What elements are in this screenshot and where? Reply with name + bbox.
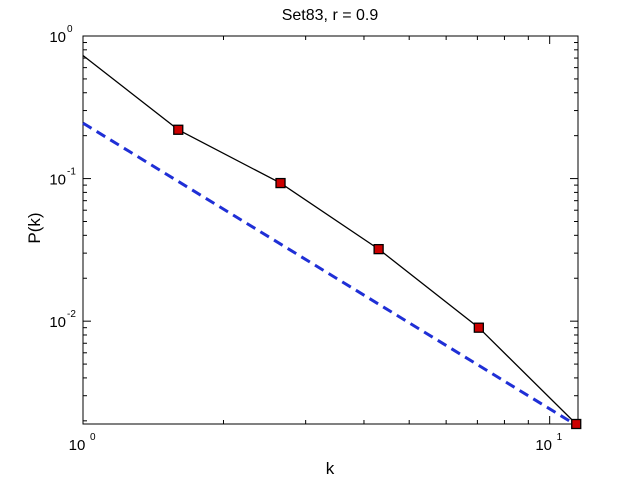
axis-ticks (82, 35, 578, 424)
x-tick-label: 10 1 (535, 432, 562, 454)
y-tick-label: 10 -2 (49, 309, 76, 331)
y-tick-exponent: -2 (67, 309, 76, 320)
chart-title: Set83, r = 0.9 (282, 7, 379, 24)
y-axis-label: P(k) (25, 212, 44, 243)
y-tick-exponent: -1 (67, 167, 76, 178)
y-tick-base: 10 (49, 314, 66, 331)
data-point-marker (571, 418, 582, 430)
solid-series-line (82, 54, 577, 425)
y-tick-base: 10 (49, 172, 66, 189)
data-point-marker (173, 124, 184, 135)
data-point-marker (275, 177, 286, 189)
y-tick-label: 10 0 (49, 24, 73, 46)
data-point-marker (373, 243, 384, 255)
x-tick-exponent: 1 (557, 432, 563, 443)
x-tick-label: 10 0 (69, 432, 96, 454)
data-point-marker (473, 322, 484, 333)
y-tick-exponent: 0 (67, 24, 73, 35)
dashed-series-line (82, 121, 576, 426)
x-tick-exponent: 0 (90, 432, 96, 443)
series-layer (82, 54, 577, 426)
plot-area (82, 35, 579, 425)
markers-layer (173, 124, 582, 430)
x-tick-base: 10 (535, 437, 552, 454)
x-axis-label: k (326, 459, 335, 478)
y-tick-base: 10 (49, 29, 66, 46)
x-tick-base: 10 (69, 437, 86, 454)
y-tick-label: 10 -1 (49, 167, 76, 189)
